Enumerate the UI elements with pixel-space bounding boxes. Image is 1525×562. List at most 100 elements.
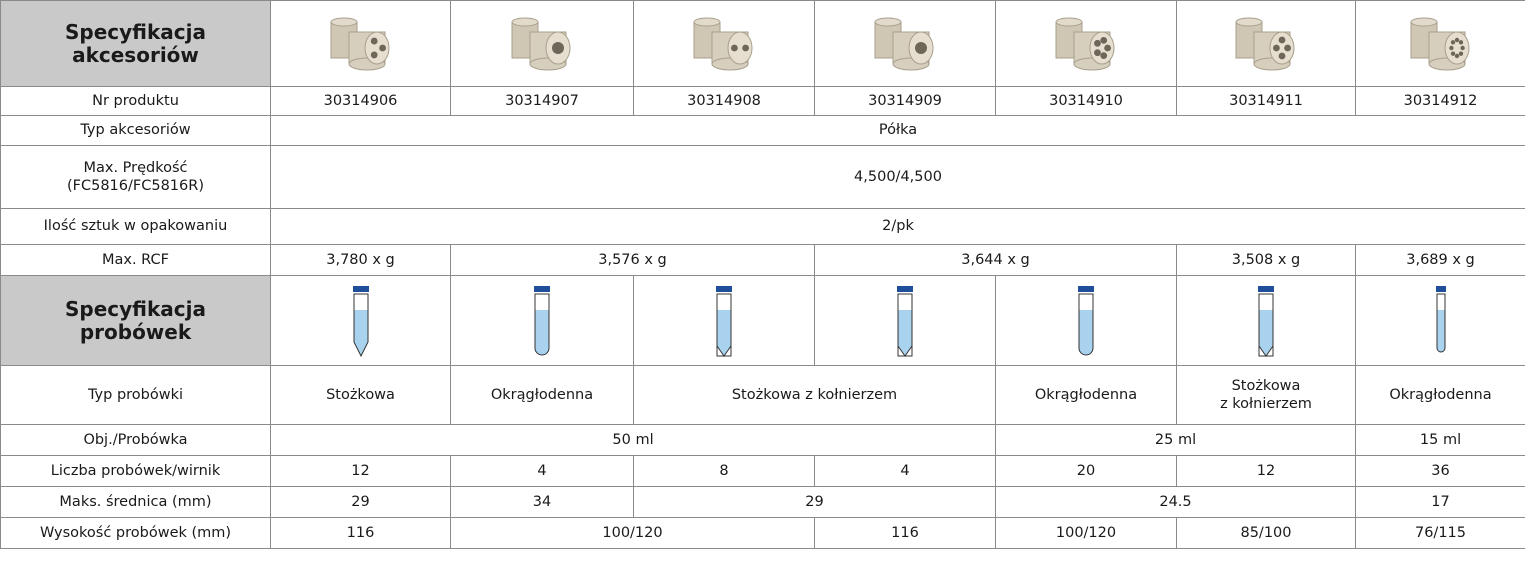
tube-cap — [897, 285, 913, 292]
cell: 29 — [270, 486, 451, 518]
accessory-image — [511, 17, 571, 70]
tube-body — [353, 293, 368, 357]
shape — [511, 17, 539, 26]
cell: 8 — [633, 455, 815, 487]
cell: 116 — [814, 517, 996, 549]
shape — [1454, 37, 1459, 42]
spec-body: Specyfikacja akcesoriów Nr produktu 303149… — [0, 0, 1525, 549]
cell: 36 — [1355, 455, 1525, 487]
cell: 4,500/4,500 — [270, 145, 1525, 209]
tube-liquid — [1259, 309, 1273, 356]
cell: 30314908 — [633, 86, 815, 116]
accessory-image — [1235, 17, 1295, 70]
spec-row: Max. RCF 3,780 x g 3,576 x g 3,644 x g 3,508… — [0, 244, 1525, 276]
row-label: Max. RCF — [0, 244, 271, 276]
cell: 30314909 — [814, 86, 996, 116]
shape — [1094, 48, 1101, 56]
row-label: Maks. średnica (mm) — [0, 486, 271, 518]
accessory-image — [1055, 17, 1115, 70]
shape — [1278, 52, 1286, 59]
row-label: Liczba probówek/wirnik — [0, 455, 271, 487]
tube-cap — [1435, 285, 1446, 292]
row-label: Max. Prędkość (FC5816/FC5816R) — [0, 145, 271, 209]
cell: 15 ml — [1355, 424, 1525, 456]
section-title: Specyfikacja probówek — [0, 275, 271, 366]
tube-body — [1078, 293, 1094, 355]
tube-liquid — [535, 309, 549, 355]
spec-row: Wysokość probówek (mm) 116 100/120 116 100/1… — [0, 517, 1525, 549]
image-cell — [1176, 275, 1356, 366]
shape — [1055, 17, 1083, 26]
tube-image — [352, 285, 369, 357]
row-label: Typ probówki — [0, 365, 271, 425]
cell: 3,576 x g — [450, 244, 815, 276]
cell: 2/pk — [270, 208, 1525, 245]
cell: 3,508 x g — [1176, 244, 1356, 276]
cell: 4 — [450, 455, 634, 487]
spec-row: Obj./Probówka 50 ml 25 ml 15 ml — [0, 424, 1525, 456]
shape — [1458, 39, 1463, 45]
cell: Stożkowa — [270, 365, 451, 425]
cell: 29 — [633, 486, 996, 518]
section-title: Specyfikacja akcesoriów — [0, 0, 271, 87]
shape — [1235, 17, 1263, 26]
image-cell — [814, 275, 996, 366]
tube-cap — [1078, 285, 1094, 292]
cell: 30314906 — [270, 86, 451, 116]
cell: 76/115 — [1355, 517, 1525, 549]
shape — [693, 17, 721, 26]
cell: 3,644 x g — [814, 244, 1177, 276]
shape — [1089, 31, 1115, 64]
tube-cap — [352, 285, 369, 292]
shape — [1450, 50, 1455, 56]
image-cell — [995, 0, 1177, 87]
cell: 20 — [995, 455, 1177, 487]
shape — [1458, 50, 1463, 56]
cell: 50 ml — [270, 424, 996, 456]
header-row: Specyfikacja probówek — [0, 275, 1525, 366]
image-cell — [995, 275, 1177, 366]
tube-liquid — [898, 309, 912, 356]
accessory-image — [330, 17, 389, 70]
image-cell — [1176, 0, 1356, 87]
shape — [370, 37, 378, 44]
tube-body — [534, 293, 550, 355]
image-cell — [1355, 275, 1525, 366]
tube-body — [1436, 293, 1445, 352]
cell: 30314911 — [1176, 86, 1356, 116]
shape — [1100, 51, 1108, 59]
spec-row: Max. Prędkość (FC5816/FC5816R) 4,500/4,50… — [0, 145, 1525, 209]
cell: 12 — [1176, 455, 1356, 487]
image-cell — [1355, 0, 1525, 87]
image-cell — [450, 0, 634, 87]
tube-cap — [534, 285, 550, 292]
tube-cap — [716, 285, 732, 292]
cell: 34 — [450, 486, 634, 518]
tube-liquid — [717, 309, 731, 356]
row-label: Nr produktu — [0, 86, 271, 116]
spec-row: Typ akcesoriów Półka — [0, 115, 1525, 146]
spec-table: Specyfikacja akcesoriów Nr produktu 303149… — [0, 0, 1525, 549]
image-cell — [814, 0, 996, 87]
cell: 3,780 x g — [270, 244, 451, 276]
cell: 12 — [270, 455, 451, 487]
shape — [1450, 39, 1455, 45]
spec-row: Ilość sztuk w opakowaniu 2/pk — [0, 208, 1525, 245]
shape — [552, 41, 564, 54]
tube-skirt — [897, 345, 913, 356]
image-cell — [270, 0, 451, 87]
cell: 25 ml — [995, 424, 1356, 456]
tube-image — [534, 285, 550, 355]
tube-image — [716, 285, 732, 357]
cell: 116 — [270, 517, 451, 549]
cell: Stożkowa z kołnierzem — [633, 365, 996, 425]
shape — [1444, 31, 1469, 64]
tube-image — [1435, 285, 1446, 352]
shape — [1459, 45, 1465, 50]
image-cell — [633, 0, 815, 87]
shape — [1284, 44, 1291, 51]
cell: 30314907 — [450, 86, 634, 116]
tube-image — [1258, 285, 1274, 357]
cell: 100/120 — [995, 517, 1177, 549]
